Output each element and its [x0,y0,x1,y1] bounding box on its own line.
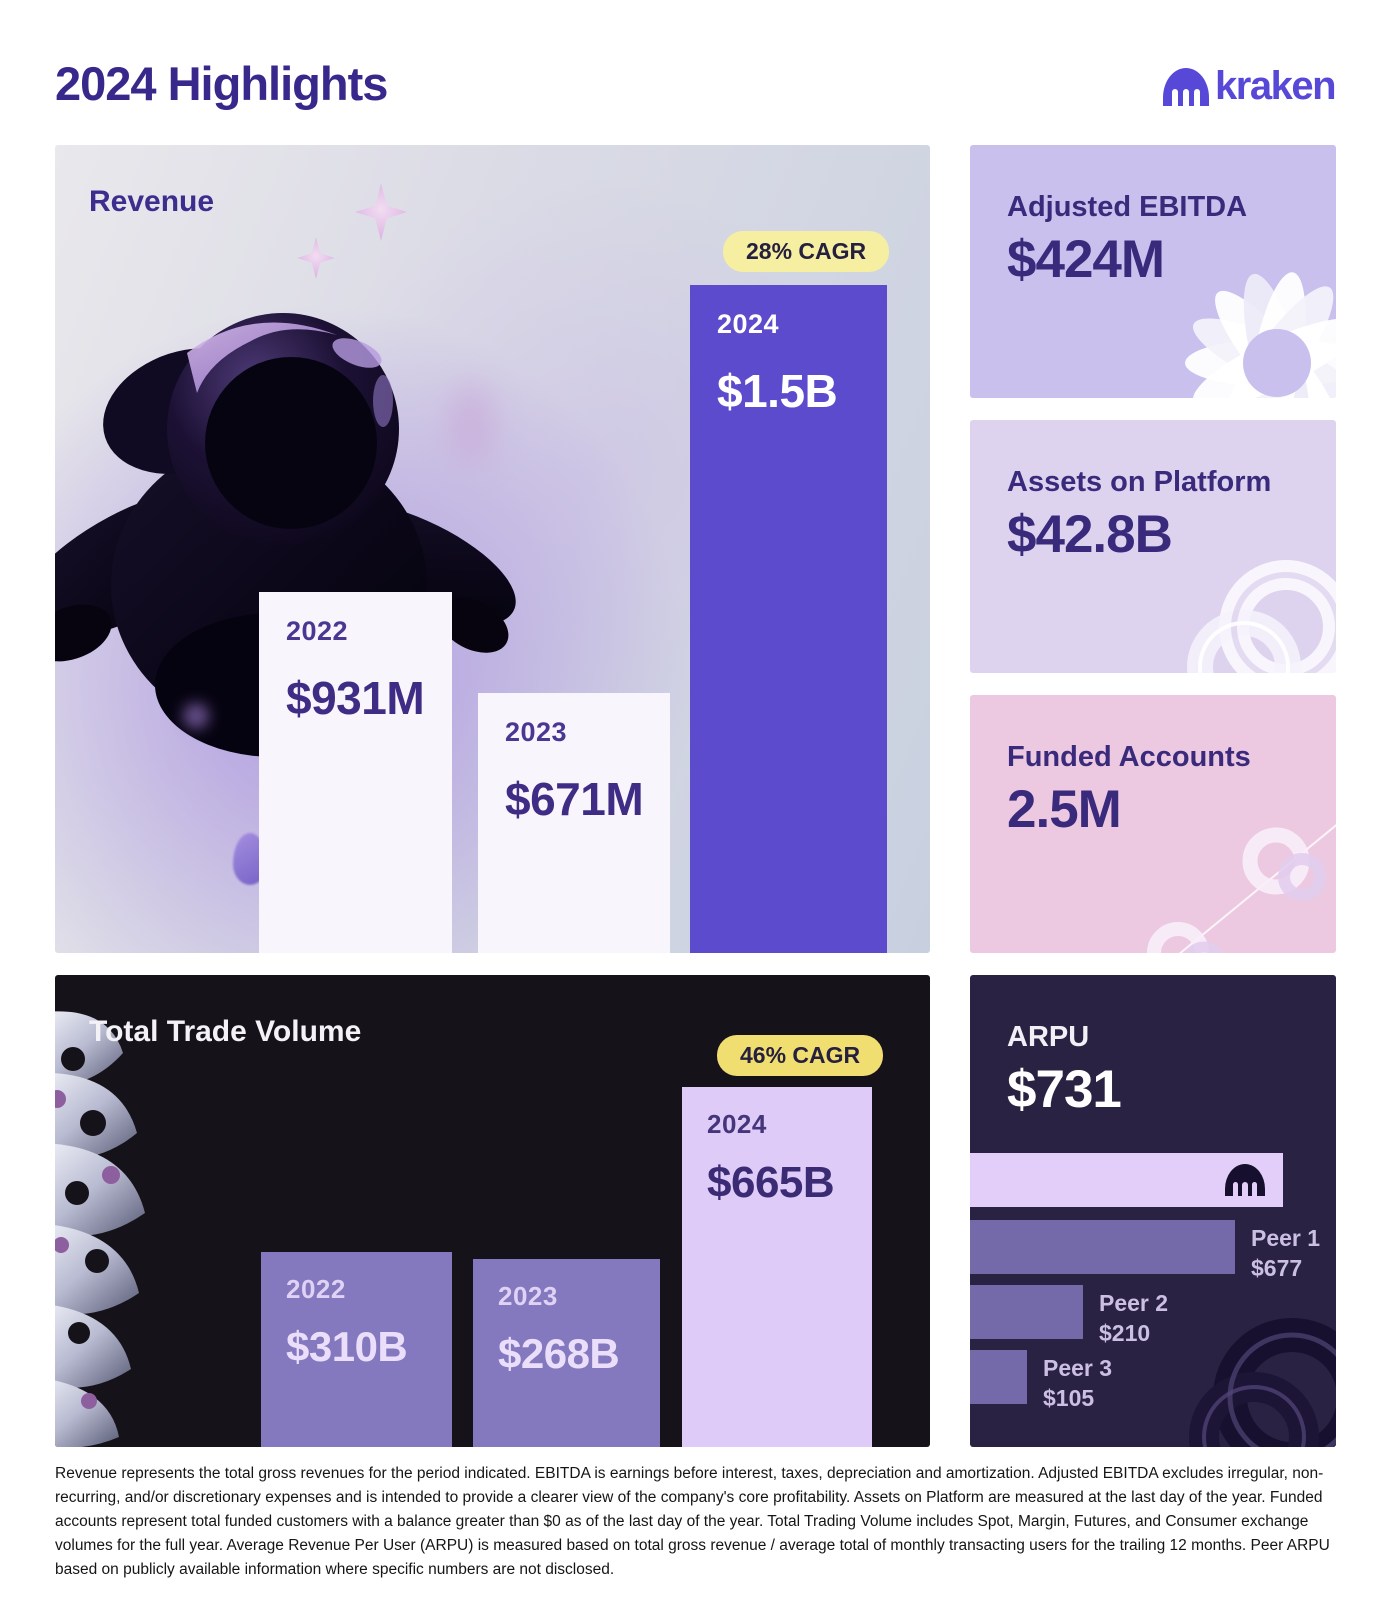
peer-value: $105 [1043,1384,1095,1411]
disclaimer-text: Revenue represents the total gross reven… [55,1465,1330,1579]
sparkle-icon [297,237,335,279]
sparkle-icon [355,183,407,241]
kraken-mark-icon [1225,1164,1265,1196]
revenue-title: Revenue [89,185,215,218]
revenue-cagr-badge: 28% CAGR [723,231,890,272]
arpu-bar-peer1 [970,1220,1235,1274]
blur-blob-decoration [447,383,495,467]
page-title: 2024 Highlights [55,57,388,110]
arpu-bar-peer2 [970,1285,1083,1339]
peer-name: Peer 2 [1099,1290,1169,1316]
knots-string-decoration [1147,824,1336,953]
trade-bar-2024: 2024 $665B [682,1087,872,1447]
arpu-title: ARPU [1007,1021,1090,1053]
trade-bar-2023: 2023 $268B [473,1259,660,1447]
bar-value-label: $931M [286,672,425,724]
peer-value: $677 [1251,1254,1303,1281]
peer-label: Peer 1 $677 [1251,1224,1320,1284]
glass-knot-decoration [1187,560,1336,673]
bar-value-label: $1.5B [717,365,838,417]
revenue-bar-2024: 2024 $1.5B [690,285,887,953]
trade-bar-2022: 2022 $310B [261,1252,452,1447]
bar-year-label: 2023 [505,717,568,747]
kraken-logo: kraken [1163,64,1336,109]
chrome-sculpture-decoration [55,1011,145,1447]
kpi-card-adjusted-ebitda: Adjusted EBITDA $424M [970,145,1336,398]
kpi-card-funded-accounts: Funded Accounts 2.5M [970,695,1336,953]
kpi-value: 2.5M [1007,780,1122,839]
bar-year-label: 2023 [498,1281,558,1311]
trade-volume-title: Total Trade Volume [89,1015,362,1048]
trade-cagr-badge: 46% CAGR [717,1035,884,1076]
arpu-value: $731 [1007,1060,1122,1119]
bar-year-label: 2022 [286,1274,346,1304]
peer-value: $210 [1099,1319,1151,1346]
peer-name: Peer 1 [1251,1225,1321,1251]
peer-label: Peer 2 $210 [1099,1289,1168,1349]
arpu-bar-kraken [970,1153,1283,1207]
revenue-bar-2022: 2022 $931M [259,592,452,953]
revenue-bar-2023: 2023 $671M [478,693,670,953]
peer-label: Peer 3 $105 [1043,1354,1112,1414]
peer-name: Peer 3 [1043,1355,1113,1381]
kraken-mark-icon [1163,67,1210,106]
bar-year-label: 2022 [286,616,349,646]
kpi-label: Funded Accounts [1007,741,1251,773]
trade-volume-panel: Total Trade Volume 46% CAGR 2022 $310B 2… [55,975,930,1447]
arpu-panel: ARPU $731 Peer 1 $677 Peer 2 $210 Peer 3… [970,975,1336,1447]
kraken-logo-text: kraken [1215,64,1336,108]
kpi-value: $424M [1007,230,1165,289]
blur-dot-decoration [183,703,209,729]
bar-value-label: $268B [498,1330,620,1377]
coil-ring-decoration [1185,272,1336,398]
revenue-panel: Revenue [55,145,930,953]
bar-value-label: $310B [286,1323,408,1370]
kpi-label: Assets on Platform [1007,466,1272,498]
kpi-label: Adjusted EBITDA [1007,191,1248,223]
bar-year-label: 2024 [707,1109,767,1139]
kpi-value: $42.8B [1007,505,1173,564]
arpu-bar-peer3 [970,1350,1027,1404]
bar-value-label: $671M [505,773,644,825]
dark-knot-decoration [1189,1318,1336,1447]
bar-year-label: 2024 [717,309,780,339]
kpi-card-assets-on-platform: Assets on Platform $42.8B [970,420,1336,673]
bar-value-label: $665B [707,1158,835,1207]
